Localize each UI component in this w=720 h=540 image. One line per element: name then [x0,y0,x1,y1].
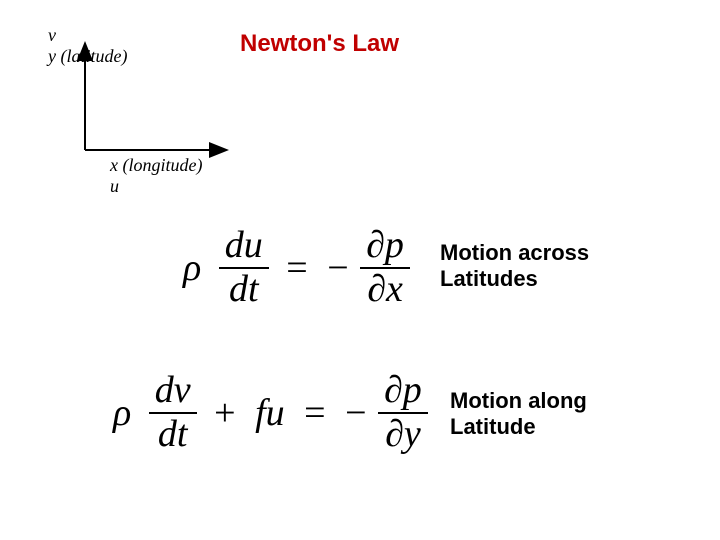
eq1-p: p [385,224,404,266]
eq1-partial-p: ∂ [366,224,385,266]
eq1-label-line2: Latitudes [440,266,538,291]
y-axis-v: v [48,25,56,45]
eq2-num1: dv [149,370,197,412]
eq2-plus: + [206,391,243,435]
eq2-minus: − [343,391,368,435]
eq2-label-line1: Motion along [450,388,587,413]
eq2-coriolis: fu [253,391,287,435]
eq2-equals: = [296,391,333,435]
eq2-den1: dt [149,412,197,456]
eq2-partial-y: ∂ [385,413,404,455]
x-axis-u: u [110,176,119,196]
eq2-den2: ∂y [378,412,428,456]
eq1-frac-rhs: ∂p ∂x [360,225,410,311]
y-axis-label: v y (latitude) [48,25,127,67]
eq1-num2: ∂p [360,225,410,267]
eq1-num1: du [219,225,269,267]
eq2-label-line2: Latitude [450,414,536,439]
eq1-equals: = [278,246,315,290]
equation-2-label: Motion along Latitude [450,388,587,440]
eq1-label-line1: Motion across [440,240,589,265]
eq1-frac-lhs: du dt [219,225,269,311]
x-axis-label: x (longitude) u [110,155,202,197]
eq1-minus: − [325,246,350,290]
x-axis-text: x (longitude) [110,155,202,175]
eq1-den1: dt [219,267,269,311]
eq2-y: y [404,413,421,455]
equation-1: ρ du dt = − ∂p ∂x [175,225,410,311]
eq1-partial-x: ∂ [367,268,386,310]
eq1-x: x [386,268,403,310]
y-axis-text: y (latitude) [48,46,127,66]
eq2-p: p [403,369,422,411]
eq2-frac-rhs: ∂p ∂y [378,370,428,456]
eq1-den2: ∂x [360,267,410,311]
diagram-stage: Newton's Law v y (latitude) x (longitude… [0,0,720,540]
eq2-frac-lhs: dv dt [149,370,197,456]
equation-2: ρ dv dt + fu = − ∂p ∂y [105,370,428,456]
eq2-partial-p: ∂ [384,369,403,411]
eq2-rho: ρ [105,391,139,435]
eq1-rho: ρ [175,246,209,290]
eq2-num2: ∂p [378,370,428,412]
equation-1-label: Motion across Latitudes [440,240,589,292]
